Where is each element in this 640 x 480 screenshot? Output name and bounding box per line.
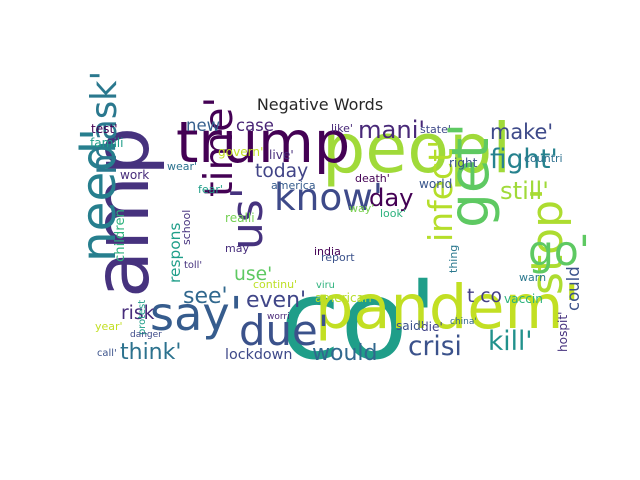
word-trump: trump — [176, 110, 350, 176]
word-still: still' — [500, 177, 549, 205]
word-mani: mani' — [358, 116, 425, 144]
word-peopl: peopl — [322, 110, 511, 189]
word-call: call' — [97, 348, 117, 359]
word-viru: viru — [316, 280, 335, 291]
word-use: use' — [234, 264, 272, 285]
word-would: would — [312, 341, 377, 366]
word-due: due' — [239, 306, 329, 355]
word-wear: wear' — [167, 160, 197, 173]
word-govern: govern' — [218, 145, 263, 159]
word-amp: amp — [78, 127, 167, 298]
word-fear: fear' — [198, 183, 223, 196]
word-t-co: t co — [467, 286, 502, 307]
word-today: today — [255, 161, 308, 182]
word-case: case — [236, 116, 274, 135]
word-continu: continu' — [253, 278, 297, 291]
word-like: like' — [331, 122, 353, 135]
word-live: live' — [269, 148, 294, 162]
word-vaccin: vaccin — [504, 292, 543, 306]
word-think: think' — [120, 340, 181, 365]
word-could: could — [564, 266, 583, 311]
word-know: know' — [274, 175, 383, 219]
word-fight: fight' — [490, 144, 558, 175]
word-report: report — [321, 251, 355, 264]
word-get: get' — [437, 123, 501, 228]
word-worri: worri — [267, 312, 290, 322]
word-new: new — [186, 116, 220, 135]
word-kill: kill' — [488, 326, 533, 357]
word-year: year' — [95, 320, 123, 333]
word-stop: stop' — [522, 188, 573, 295]
word-america: america — [271, 179, 316, 192]
word-state: state' — [420, 123, 451, 136]
word-test: test' — [91, 122, 118, 136]
word-work: work — [120, 168, 149, 182]
word-said: said' — [396, 319, 424, 333]
word-say: say' — [150, 287, 242, 341]
word-school: school — [180, 210, 193, 245]
word-respons: respons — [166, 223, 184, 283]
word-toll: toll' — [184, 260, 202, 271]
word-death: death' — [355, 172, 390, 185]
word-hospit: hospit' — [556, 312, 570, 352]
word-danger: danger — [130, 330, 162, 340]
word-look: look' — [380, 207, 406, 220]
word-warn: warn — [519, 271, 546, 284]
word-lockdown: lockdown — [225, 347, 292, 363]
word-thing: thing — [447, 245, 460, 273]
word-india: india — [314, 245, 341, 258]
word-co: co' — [280, 256, 438, 384]
word-china: china' — [450, 317, 477, 327]
word-infect: infect' — [421, 140, 460, 242]
word-risk: risk — [121, 303, 155, 324]
word-crisi: crisi — [408, 331, 462, 362]
word-may: may — [225, 242, 249, 255]
word-day: day — [369, 184, 414, 212]
word-children: children — [113, 209, 128, 262]
word-american: american — [315, 291, 372, 305]
word-make: make' — [490, 120, 553, 144]
word-see: see' — [183, 284, 228, 309]
word-need: need' — [71, 128, 127, 262]
word-protest: protest — [137, 300, 148, 335]
word-right: right — [449, 156, 478, 170]
word-realli: realli — [225, 211, 255, 225]
word-way: way' — [349, 202, 374, 215]
chart-title: Negative Words — [257, 95, 383, 114]
word-countri: countri — [524, 152, 563, 165]
wordcloud-area: co' amp peopl pandem' trump get' need' say' stop… — [71, 71, 590, 384]
word-time: time' — [196, 97, 242, 197]
word-famili: famili — [90, 136, 124, 150]
word-go: go' — [528, 227, 590, 275]
word-even: even' — [246, 288, 306, 313]
word-us: us' — [222, 187, 273, 250]
word-mask: mask' — [84, 71, 125, 175]
word-pandem: pandem' — [315, 273, 580, 343]
word-die: die' — [421, 320, 443, 334]
word-world: world — [419, 177, 452, 191]
